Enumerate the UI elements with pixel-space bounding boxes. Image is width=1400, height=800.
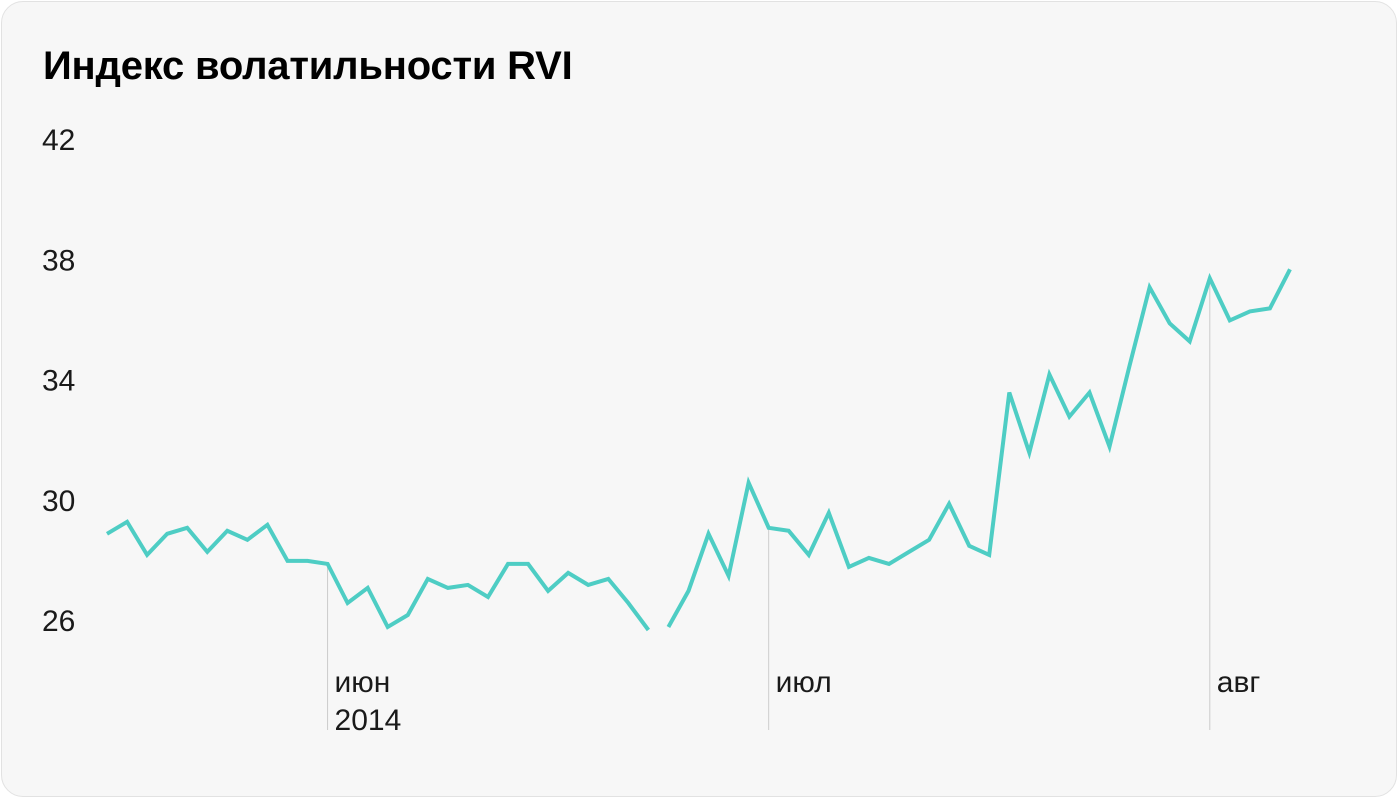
series-line-segment: [666, 268, 1292, 628]
x-tick-label: июн: [335, 666, 391, 699]
series-line-segment: [105, 519, 651, 632]
y-tick-label: 30: [42, 485, 75, 518]
x-tick-label: июл: [776, 666, 832, 699]
y-tick-label: 38: [42, 244, 75, 277]
y-tick-label: 26: [42, 605, 75, 638]
x-tick-year-label: 2014: [335, 704, 402, 737]
chart-title: Индекс волатильности RVI: [43, 44, 573, 88]
y-tick-label: 42: [42, 124, 75, 157]
x-tick-label: авг: [1217, 666, 1261, 699]
y-tick-label: 34: [42, 365, 75, 398]
